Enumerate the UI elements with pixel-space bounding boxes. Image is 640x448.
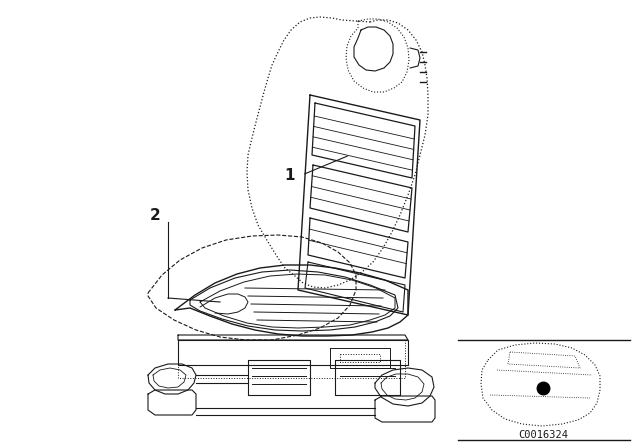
Text: C0016324: C0016324: [518, 430, 568, 440]
Text: 2: 2: [150, 207, 161, 223]
Text: 1: 1: [285, 168, 295, 182]
